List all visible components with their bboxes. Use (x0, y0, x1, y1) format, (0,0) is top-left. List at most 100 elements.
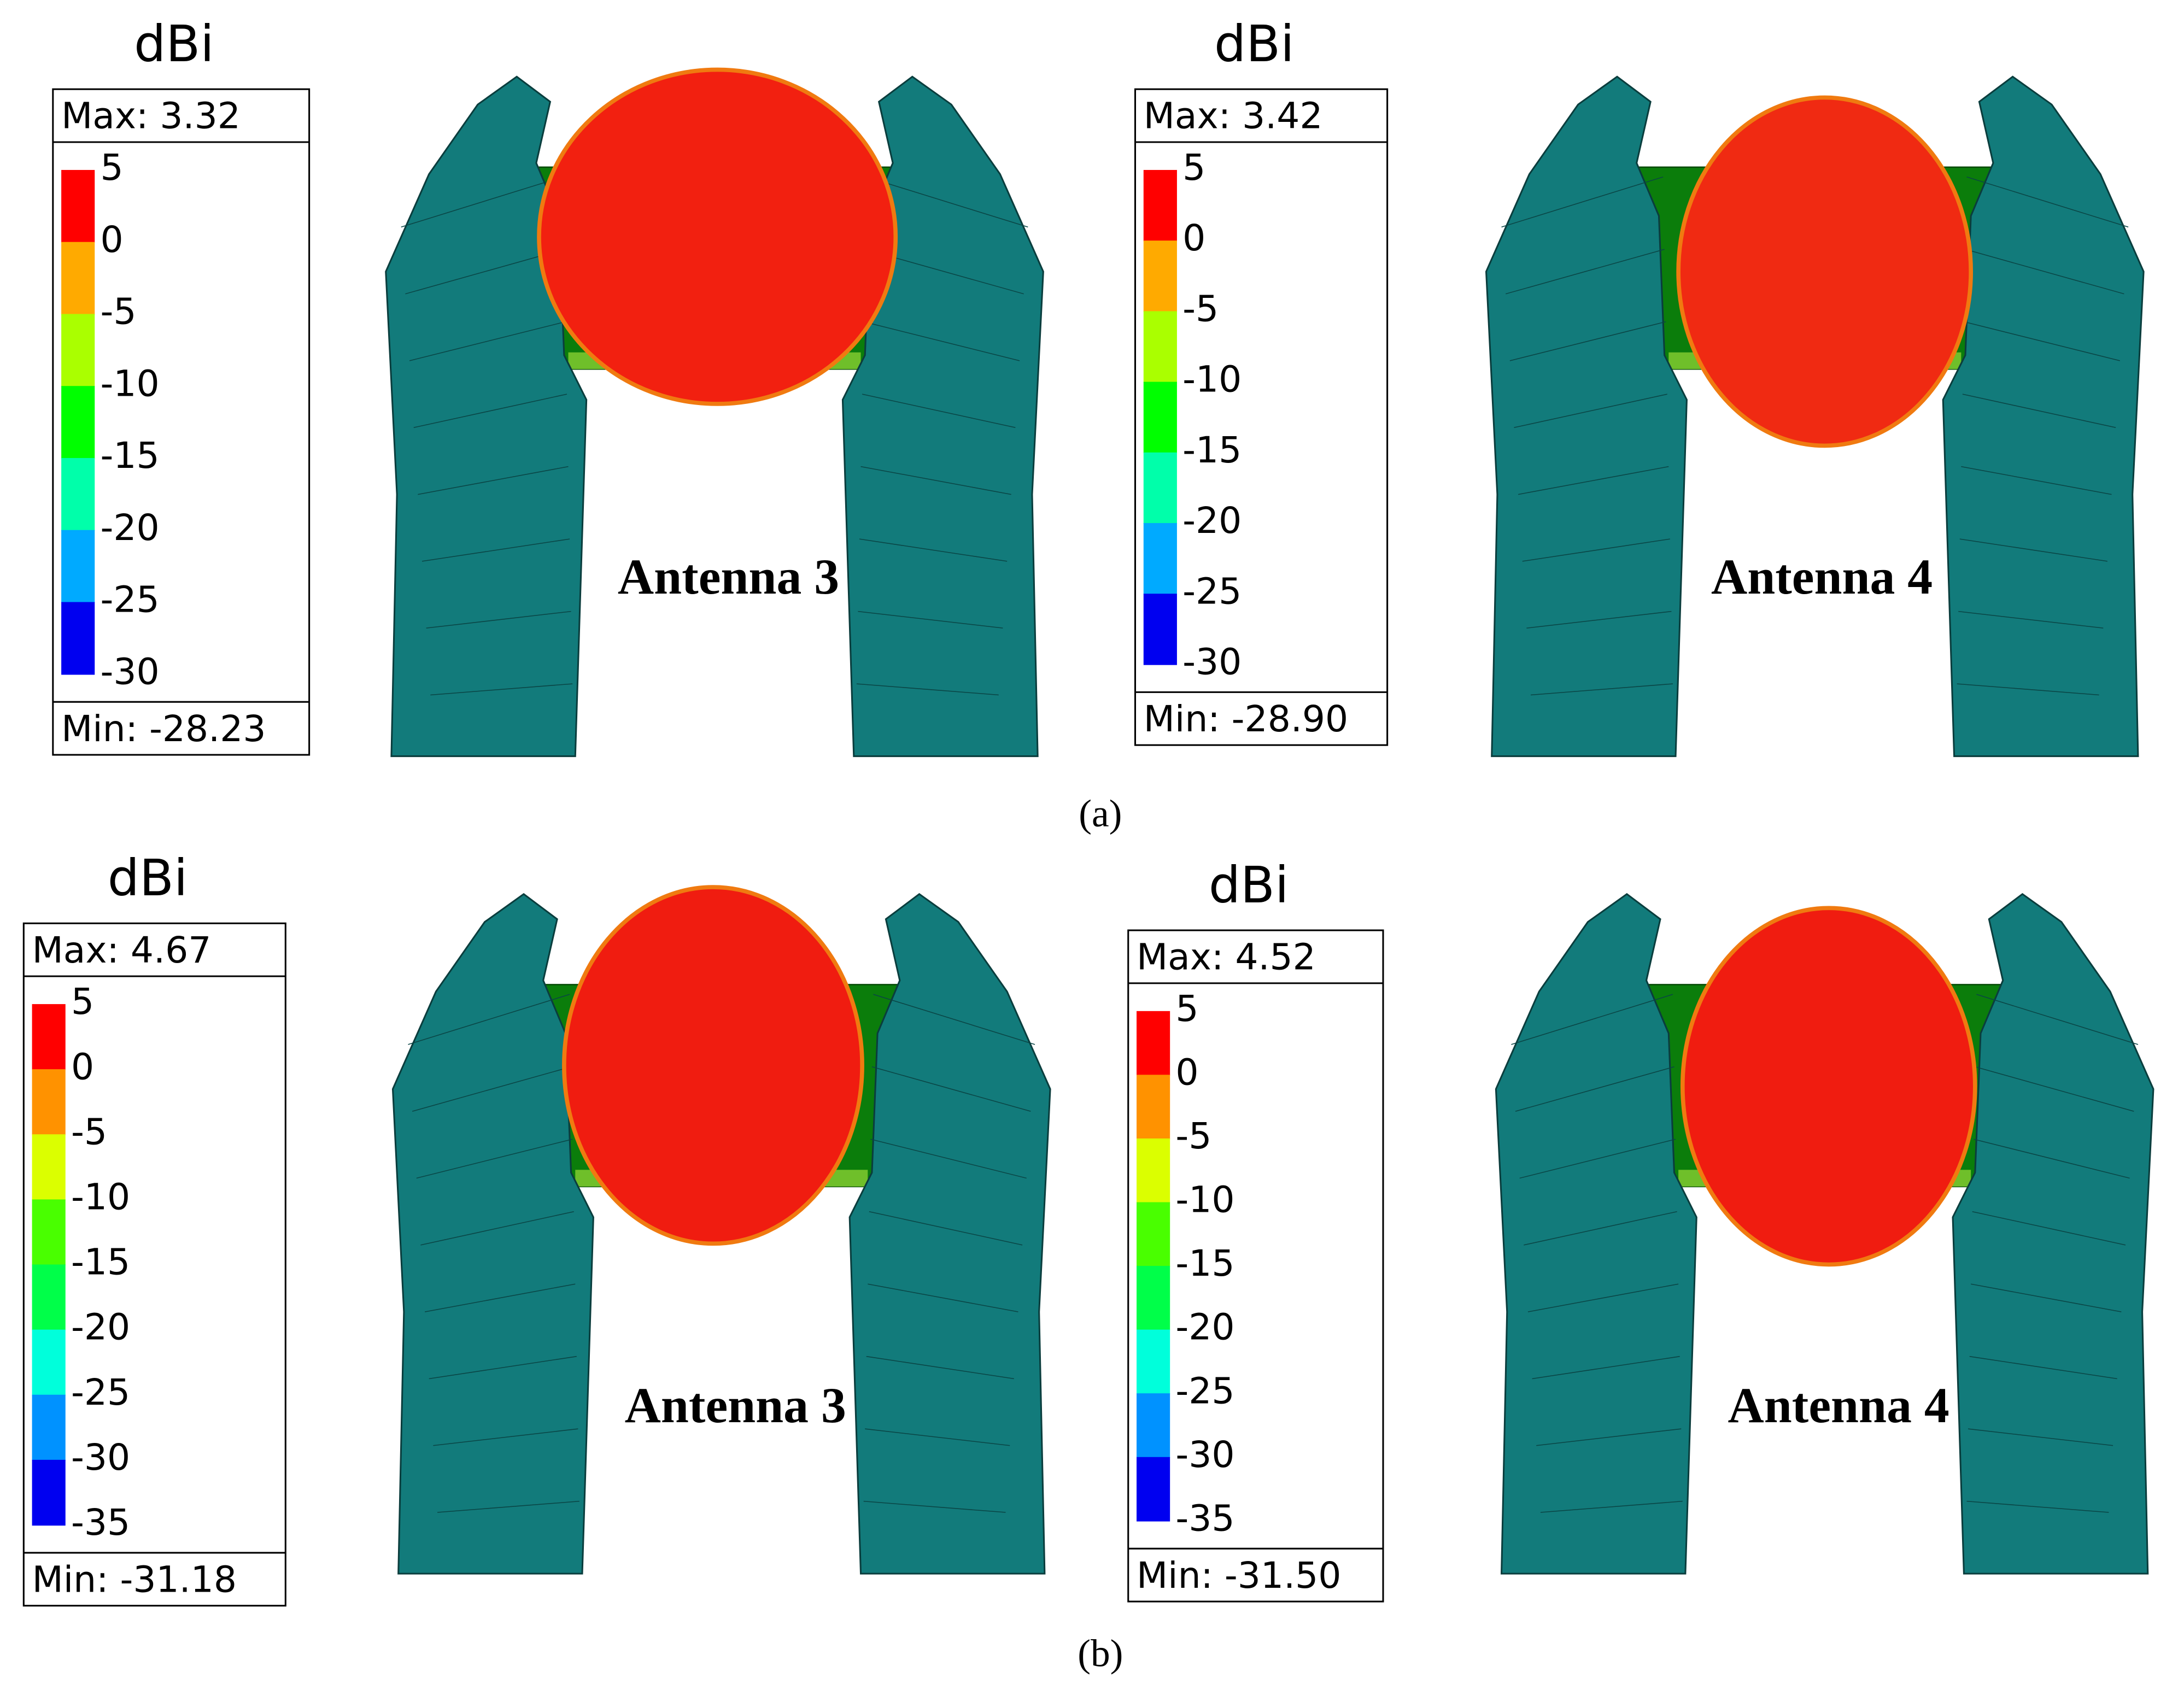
mesh-line (1964, 321, 2120, 361)
color-segment (1137, 1457, 1170, 1522)
mesh-line (1531, 683, 1673, 696)
mesh-line (1961, 466, 2112, 495)
color-segment (61, 386, 95, 459)
caption: (b) (1078, 1632, 1123, 1675)
hand (391, 893, 594, 1575)
color-segment (1137, 1266, 1170, 1330)
scale-label: -15 (1175, 1242, 1234, 1284)
mesh-line (1962, 394, 2116, 429)
mesh-line (866, 1355, 1014, 1380)
scale-label: -30 (1182, 641, 1242, 683)
mesh-line (401, 176, 563, 228)
mesh-line (1975, 1066, 2134, 1112)
hand (848, 893, 1051, 1575)
color-segment (1143, 240, 1177, 312)
mesh-line (420, 1211, 574, 1246)
legend-max: Max: 4.52 (1137, 936, 1316, 978)
color-segment (1137, 1138, 1170, 1203)
mesh-line (866, 176, 1028, 228)
mesh-line (868, 1283, 1018, 1312)
color-segment (32, 1459, 66, 1526)
color-segment (61, 457, 95, 531)
scale-label: 5 (71, 981, 94, 1023)
legend-min: Min: -31.50 (1137, 1554, 1341, 1597)
hand (385, 75, 588, 758)
mesh-line (1966, 1500, 2109, 1513)
scale-label: 5 (1182, 146, 1205, 189)
mesh-line (418, 466, 569, 495)
scale-label: -5 (1175, 1115, 1211, 1157)
scale-label: 0 (100, 219, 123, 261)
mesh-line (424, 1283, 576, 1312)
color-segment (61, 242, 95, 315)
color-segment (1137, 1329, 1170, 1394)
legend-box (22, 922, 286, 1607)
hand (1485, 75, 1688, 758)
scale-label: -25 (100, 579, 159, 621)
scale-label: -25 (1182, 570, 1242, 612)
mesh-line (1969, 1355, 2117, 1380)
mesh-line (413, 394, 567, 429)
radiation-pattern (1680, 906, 1977, 1267)
scale-label: 5 (1175, 988, 1198, 1030)
antenna-model (391, 885, 1051, 1575)
color-segment (1137, 1202, 1170, 1267)
scale-label: -20 (1182, 500, 1242, 542)
scale-label: -15 (1182, 429, 1242, 471)
color-segment (61, 314, 95, 387)
mesh-line (1532, 1355, 1680, 1380)
mesh-line (433, 1428, 578, 1446)
scale-label: -35 (1175, 1497, 1234, 1539)
legend-max: Max: 4.67 (32, 929, 212, 971)
mesh-line (1968, 1428, 2113, 1446)
color-segment (61, 530, 95, 603)
antenna-label: Antenna 4 (1711, 549, 1933, 605)
scale-label: -30 (1175, 1434, 1234, 1476)
unit-label: dBi (1214, 15, 1295, 73)
mesh-line (437, 1500, 579, 1513)
antenna-model (385, 67, 1044, 758)
mesh-line (1519, 1139, 1676, 1179)
mesh-line (421, 538, 570, 562)
scale-label: -5 (71, 1111, 107, 1153)
radiation-pattern (1676, 95, 1974, 448)
mesh-line (863, 1500, 1006, 1513)
mesh-line (1965, 249, 2124, 295)
scale-label: -30 (71, 1436, 130, 1478)
scale-label: 0 (1182, 217, 1205, 259)
mesh-line (429, 1355, 577, 1380)
hand (1942, 75, 2145, 758)
scale-label: -20 (1175, 1306, 1234, 1348)
mesh-line (863, 321, 1020, 361)
color-segment (1143, 594, 1177, 665)
unit-label: dBi (1209, 856, 1289, 914)
mesh-line (1505, 249, 1665, 295)
mesh-line (416, 1139, 573, 1179)
mesh-line (1958, 611, 2104, 629)
legend-max: Max: 3.32 (61, 95, 241, 137)
scale-label: -10 (1182, 359, 1242, 401)
color-segment (1143, 311, 1177, 383)
mesh-line (870, 1139, 1027, 1179)
mesh-line (1511, 994, 1673, 1045)
legend-max: Max: 3.42 (1144, 95, 1323, 137)
color-segment (32, 1199, 66, 1265)
hand (1952, 893, 2154, 1575)
scale-label: -30 (100, 650, 159, 693)
legend-min: Min: -28.23 (61, 708, 266, 750)
color-segment (1143, 169, 1177, 242)
scale-label: 0 (71, 1046, 94, 1088)
antenna-label: Antenna 4 (1728, 1377, 1949, 1433)
color-segment (32, 1069, 66, 1135)
scale-label: -20 (71, 1306, 130, 1348)
color-segment (61, 169, 95, 243)
mesh-line (856, 683, 999, 696)
mesh-line (873, 994, 1035, 1045)
unit-label: dBi (108, 849, 188, 907)
legend-box (1127, 929, 1384, 1603)
unit-label: dBi (134, 15, 214, 73)
color-segment (32, 1004, 66, 1070)
color-segment (61, 602, 95, 675)
antenna-model (1485, 75, 2145, 758)
